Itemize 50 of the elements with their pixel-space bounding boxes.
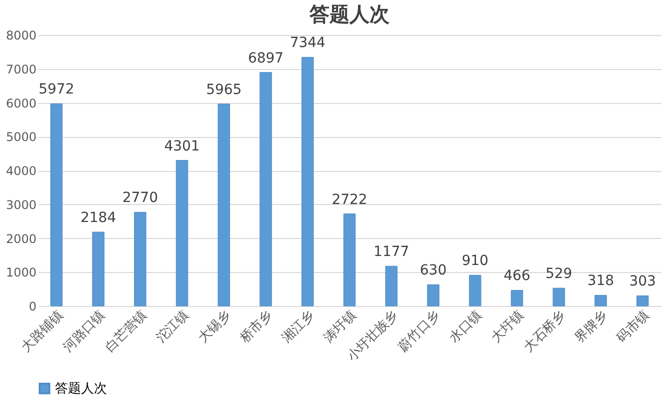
data-label: 910	[462, 253, 488, 270]
y-tick-label: 6000	[6, 96, 36, 110]
y-tick-label: 5000	[6, 130, 36, 144]
x-tick-label: 码市镇	[614, 308, 652, 346]
bar	[343, 214, 356, 306]
bar	[636, 295, 649, 306]
x-tick-label: 水口镇	[446, 308, 486, 346]
y-tick-label: 2000	[6, 232, 36, 246]
chart-title: 答题人次	[308, 2, 390, 26]
data-label: 5965	[206, 82, 242, 98]
bar	[468, 274, 482, 306]
x-tick-label: 蔚竹口乡	[396, 308, 444, 356]
data-label: 2184	[80, 210, 116, 226]
data-label: 318	[587, 273, 614, 290]
bar	[176, 160, 188, 306]
y-tick-label: 1000	[6, 266, 36, 280]
y-tick-label: 0	[28, 300, 36, 314]
bar	[50, 103, 63, 306]
bar	[594, 294, 607, 306]
bar	[385, 266, 398, 306]
bar	[92, 232, 104, 306]
data-label: 1177	[374, 244, 410, 260]
y-tick-label: 4000	[6, 164, 36, 178]
y-tick-label: 8000	[6, 28, 36, 42]
x-tick-label: 湘江乡	[279, 308, 318, 346]
data-label: 6897	[248, 50, 284, 66]
data-label: 7344	[290, 35, 326, 52]
y-tick-label: 3000	[6, 198, 36, 212]
data-label: 630	[420, 262, 447, 279]
bar	[134, 212, 146, 306]
data-label: 303	[629, 274, 656, 290]
data-label: 2722	[332, 192, 368, 208]
bar	[427, 284, 440, 306]
x-tick-label: 大圩镇	[488, 308, 527, 346]
data-label: 529	[545, 266, 572, 282]
x-tick-label: 界牌乡	[572, 308, 611, 346]
bar	[218, 104, 230, 306]
data-label: 5972	[38, 82, 74, 98]
x-tick-label: 桥市乡	[236, 308, 276, 347]
bar	[302, 56, 314, 306]
x-tick-label: 大锡乡	[196, 308, 234, 346]
legend-label: 答题人次	[55, 382, 107, 396]
x-tick-label: 沱江镇	[154, 308, 192, 346]
data-label: 466	[504, 268, 530, 284]
y-tick-label: 7000	[6, 62, 36, 76]
bar	[552, 288, 565, 306]
data-label: 4301	[164, 138, 200, 154]
data-label: 2770	[122, 190, 158, 206]
bar	[260, 72, 272, 306]
bar	[510, 290, 524, 306]
